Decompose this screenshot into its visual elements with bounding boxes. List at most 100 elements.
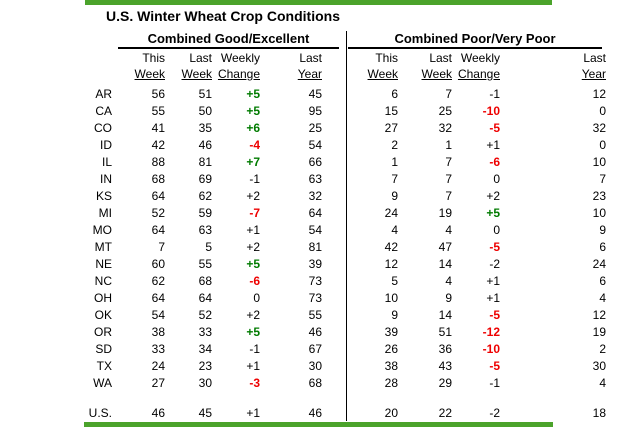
cell-poor-very-poor-this-week: 9 [391,189,398,203]
cell-poor-very-poor-last-week: 32 [438,121,452,135]
cell-poor-very-poor-weekly-change: -2 [489,406,500,420]
cell-poor-very-poor-weekly-change: +5 [486,206,500,220]
cell-good-excellent-last-year: 25 [308,121,322,135]
cell-good-excellent-last-week: 34 [198,342,212,356]
cell-good-excellent-this-week: 42 [151,138,165,152]
cell-poor-very-poor-last-week: 19 [438,206,452,220]
cell-good-excellent-this-week: 24 [151,359,165,373]
cell-good-excellent-last-week: 5 [205,240,212,254]
bottom-accent-bar [84,422,553,427]
col-header-last-week-line1: Last [189,51,212,65]
state-label: MO [92,223,112,237]
cell-poor-very-poor-this-week: 20 [384,406,398,420]
cell-poor-very-poor-last-year: 10 [592,155,606,169]
cell-poor-very-poor-last-week: 47 [438,240,452,254]
cell-good-excellent-last-year: 54 [308,223,322,237]
cell-poor-very-poor-weekly-change: 0 [493,223,500,237]
cell-good-excellent-this-week: 88 [151,155,165,169]
cell-poor-very-poor-last-year: 18 [592,406,606,420]
col-header-weekly-change-line1: Weekly [220,51,260,65]
cell-poor-very-poor-last-week: 14 [438,257,452,271]
cell-good-excellent-weekly-change: -3 [249,376,260,390]
top-accent-bar [85,0,552,5]
cell-good-excellent-last-year: 30 [308,359,322,373]
cell-good-excellent-last-year: 95 [308,104,322,118]
cell-poor-very-poor-weekly-change: +1 [486,291,500,305]
cell-poor-very-poor-weekly-change: -5 [489,240,500,254]
col-header-last-week-line1: Last [429,51,452,65]
state-label: MT [94,240,112,254]
cell-poor-very-poor-last-week: 7 [445,87,452,101]
cell-poor-very-poor-this-week: 15 [384,104,398,118]
col-header-weekly-change-line1: Weekly [460,51,500,65]
cell-poor-very-poor-this-week: 7 [391,172,398,186]
cell-good-excellent-this-week: 64 [151,223,165,237]
cell-good-excellent-weekly-change: +1 [246,359,260,373]
cell-poor-very-poor-this-week: 1 [391,155,398,169]
cell-good-excellent-last-week: 23 [198,359,212,373]
cell-poor-very-poor-weekly-change: +1 [486,274,500,288]
cell-poor-very-poor-last-week: 9 [445,291,452,305]
cell-good-excellent-this-week: 68 [151,172,165,186]
cell-good-excellent-this-week: 60 [151,257,165,271]
state-label: IN [100,172,112,186]
cell-good-excellent-this-week: 41 [151,121,165,135]
state-label: SD [95,342,112,356]
cell-poor-very-poor-last-year: 6 [599,240,606,254]
cell-poor-very-poor-last-week: 4 [445,274,452,288]
cell-good-excellent-last-year: 39 [308,257,322,271]
cell-good-excellent-weekly-change: -1 [249,342,260,356]
cell-good-excellent-last-week: 50 [198,104,212,118]
col-header-this-week-line1: This [142,51,165,65]
us-total-label: U.S. [88,406,112,420]
cell-poor-very-poor-last-year: 9 [599,223,606,237]
cell-good-excellent-weekly-change: +1 [246,406,260,420]
cell-poor-very-poor-this-week: 5 [391,274,398,288]
state-label: IL [101,155,112,169]
cell-poor-very-poor-weekly-change: -10 [482,342,500,356]
cell-poor-very-poor-this-week: 28 [384,376,398,390]
cell-good-excellent-last-year: 55 [308,308,322,322]
cell-poor-very-poor-weekly-change: -1 [489,376,500,390]
cell-poor-very-poor-last-year: 24 [592,257,606,271]
cell-good-excellent-last-week: 35 [198,121,212,135]
cell-poor-very-poor-this-week: 26 [384,342,398,356]
cell-poor-very-poor-weekly-change: -10 [482,104,500,118]
cell-good-excellent-this-week: 55 [151,104,165,118]
page-title: U.S. Winter Wheat Crop Conditions [106,8,340,24]
cell-poor-very-poor-weekly-change: -5 [489,121,500,135]
cell-good-excellent-this-week: 38 [151,325,165,339]
cell-poor-very-poor-last-year: 23 [592,189,606,203]
cell-good-excellent-last-week: 52 [198,308,212,322]
cell-poor-very-poor-this-week: 38 [384,359,398,373]
cell-good-excellent-last-week: 59 [198,206,212,220]
cell-good-excellent-this-week: 64 [151,291,165,305]
cell-poor-very-poor-this-week: 42 [384,240,398,254]
cell-good-excellent-last-year: 66 [308,155,322,169]
cell-good-excellent-weekly-change: +5 [246,87,260,101]
cell-poor-very-poor-this-week: 6 [391,87,398,101]
cell-poor-very-poor-last-year: 12 [592,308,606,322]
cell-poor-very-poor-this-week: 9 [391,308,398,322]
cell-good-excellent-weekly-change: 0 [253,291,260,305]
cell-good-excellent-last-year: 73 [308,274,322,288]
section-rule-left [118,47,339,49]
cell-good-excellent-last-year: 54 [308,138,322,152]
cell-good-excellent-this-week: 64 [151,189,165,203]
state-label: NE [95,257,112,271]
cell-good-excellent-last-week: 51 [198,87,212,101]
cell-good-excellent-weekly-change: +5 [246,104,260,118]
cell-good-excellent-last-year: 63 [308,172,322,186]
cell-poor-very-poor-this-week: 12 [384,257,398,271]
cell-good-excellent-weekly-change: +1 [246,223,260,237]
cell-poor-very-poor-this-week: 4 [391,223,398,237]
cell-poor-very-poor-this-week: 27 [384,121,398,135]
cell-poor-very-poor-this-week: 10 [384,291,398,305]
cell-good-excellent-this-week: 62 [151,274,165,288]
cell-poor-very-poor-last-week: 51 [438,325,452,339]
cell-poor-very-poor-last-week: 43 [438,359,452,373]
cell-poor-very-poor-last-week: 25 [438,104,452,118]
cell-poor-very-poor-weekly-change: +2 [486,189,500,203]
cell-poor-very-poor-last-year: 7 [599,172,606,186]
cell-poor-very-poor-this-week: 2 [391,138,398,152]
